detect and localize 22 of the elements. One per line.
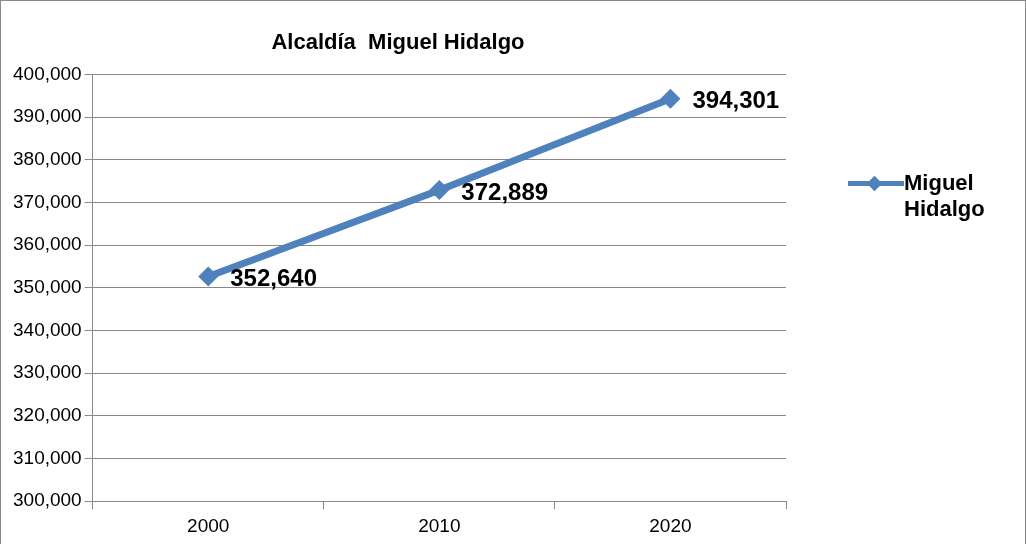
point [660,88,681,109]
y-tick-label: 370,000 [12,190,82,212]
chart-title: Alcaldía Miguel Hidalgo [271,29,525,55]
y-tick-label: 310,000 [12,446,82,468]
y-tick-label: 400,000 [12,62,82,84]
point [429,180,450,201]
y-tick-label: 330,000 [12,361,82,383]
y-tick-label: 300,000 [12,489,82,511]
x-tick-label: 2020 [649,514,692,536]
y-tick-label: 360,000 [12,233,82,255]
data-label: 394,301 [692,86,780,114]
x-tick-label: 2010 [418,514,461,536]
data-label: 372,889 [461,177,549,205]
data-label: 352,640 [230,264,317,292]
x-tick-label: 2000 [187,514,230,536]
y-tick-label: 350,000 [12,276,82,298]
y-tick-label: 380,000 [12,147,82,169]
y-tick-label: 320,000 [12,404,82,426]
point [198,266,219,287]
y-tick-label: 340,000 [12,318,82,340]
legend-label: Miguel Hidalgo [904,170,986,222]
y-tick-label: 390,000 [12,105,82,127]
